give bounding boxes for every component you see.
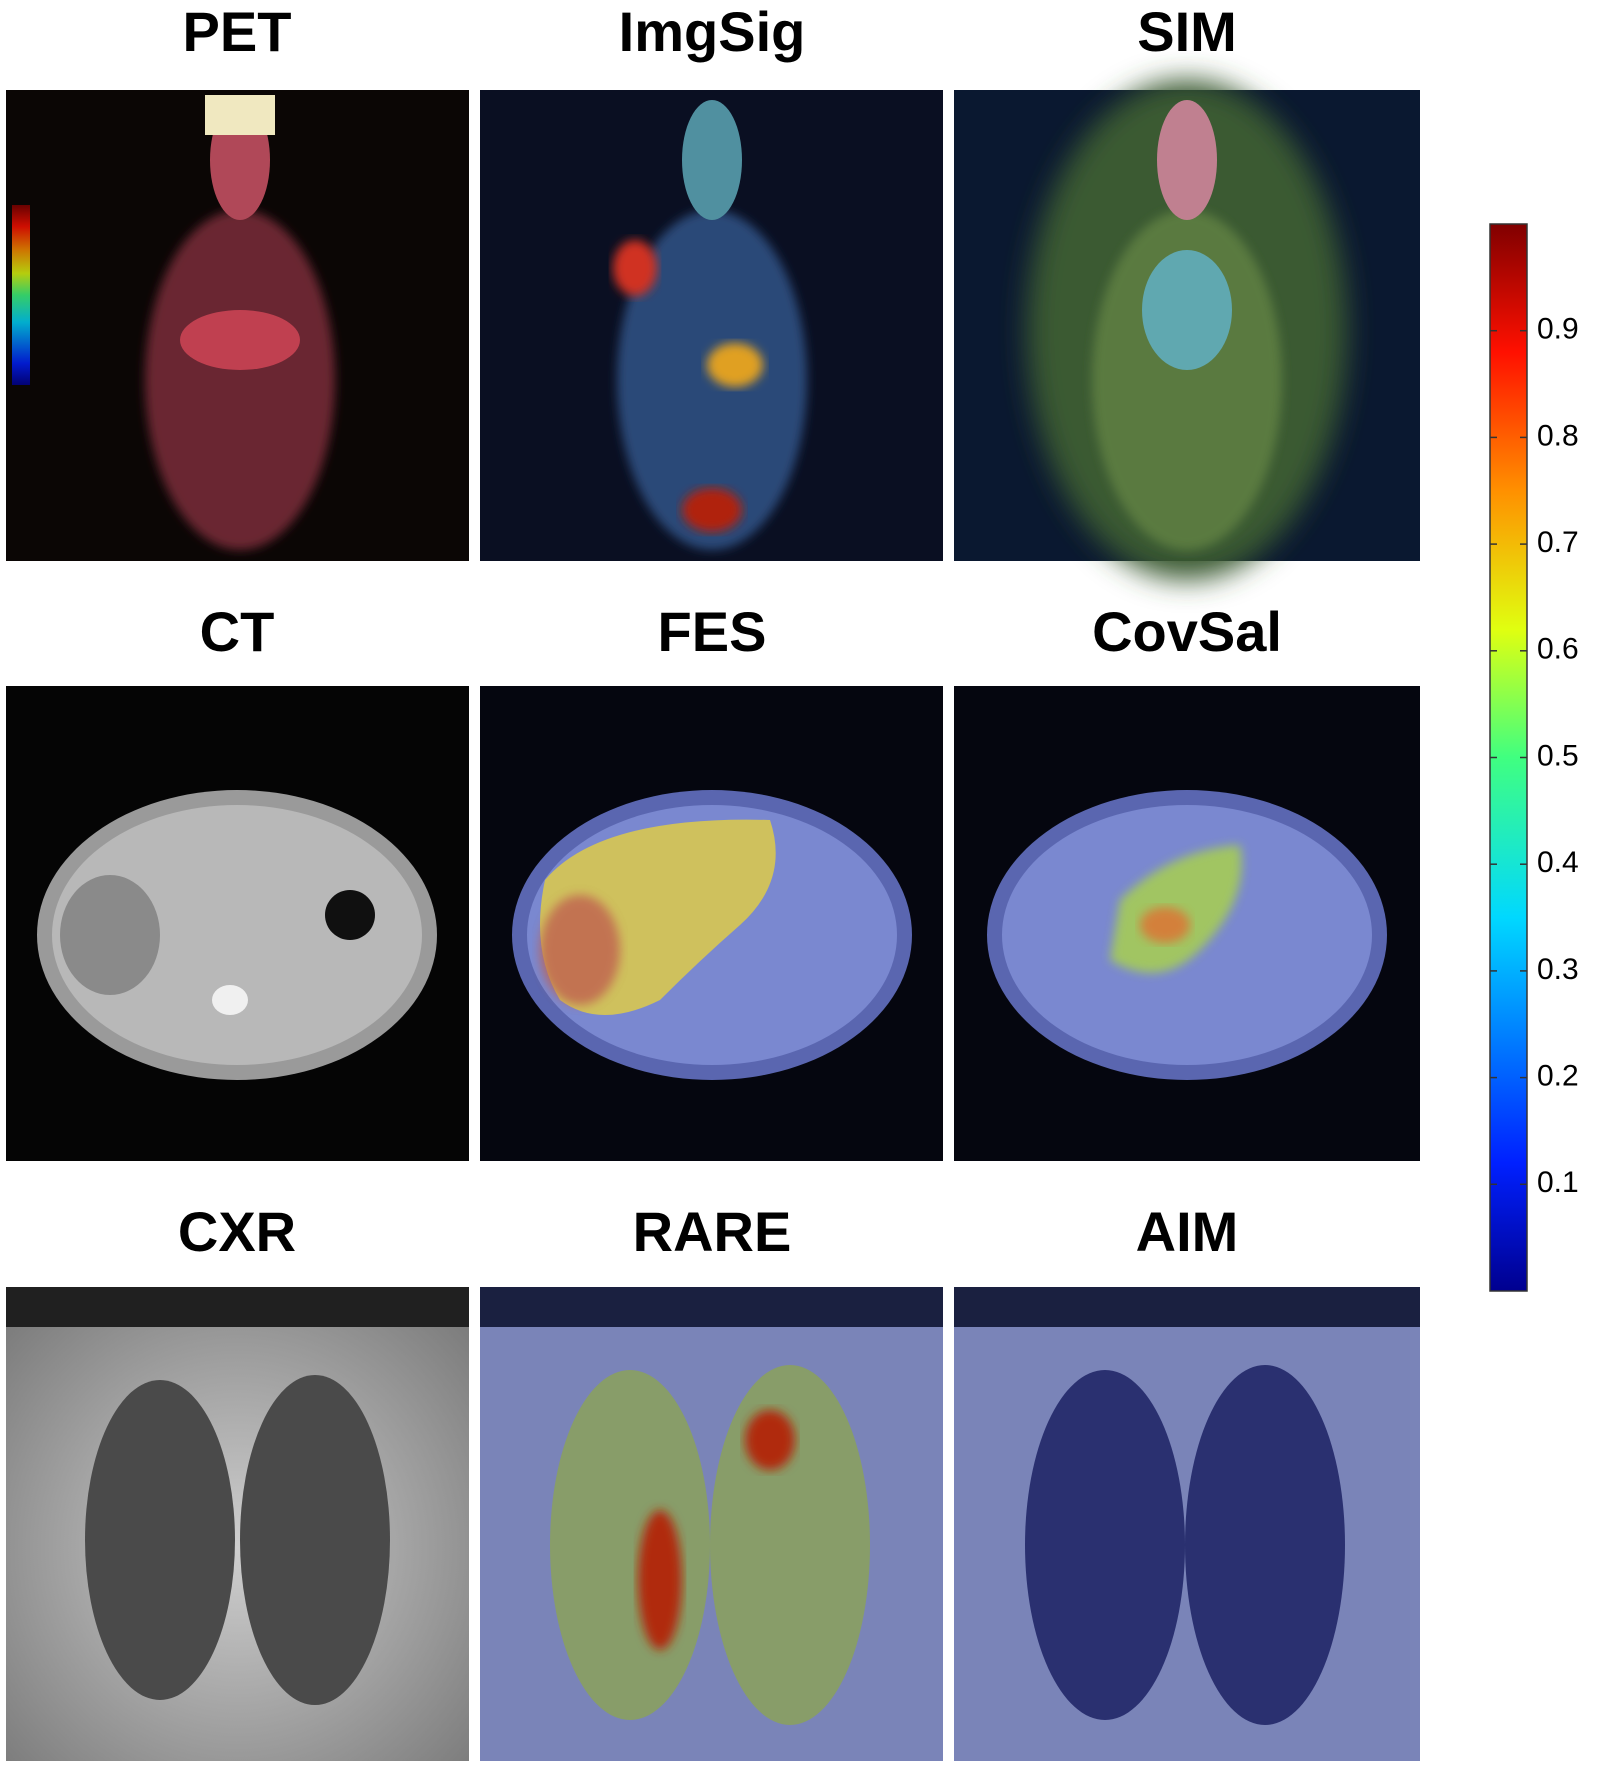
colorbar-tick-label: 0.5 [1537,739,1579,772]
panel-title: CovSal [1092,600,1282,663]
panel-aim-image [954,1287,1420,1761]
panel-title: PET [183,0,292,63]
colorbar-tick-label: 0.4 [1537,846,1579,879]
separators [470,90,954,1761]
panel-covsal-image [954,686,1420,1161]
panel-pet-image [6,90,469,561]
panel-sim-image [954,80,1420,580]
colorbar-tick-label: 0.7 [1537,526,1579,559]
panel-title: AIM [1136,1200,1239,1263]
colorbar-tick-label: 0.3 [1537,953,1579,986]
panel-ct-image [6,686,469,1161]
colorbar-tick-label: 0.2 [1537,1060,1579,1093]
panel-rare-image [480,1287,943,1761]
colorbar-tick-label: 0.8 [1537,419,1579,452]
panel-title: SIM [1137,0,1237,63]
panel-fes-image [480,686,943,1161]
colorbar-tick-label: 0.9 [1537,313,1579,346]
panel-title: FES [658,600,767,663]
panel-title: ImgSig [619,0,806,63]
panel-title: CXR [178,1200,296,1263]
panel-title: CT [200,600,275,663]
panel-title: RARE [633,1200,792,1263]
colorbar-tick-label: 0.1 [1537,1166,1579,1199]
colorbar-tick-label: 0.6 [1537,633,1579,666]
panel-imgsig-image [480,90,943,561]
panel-cxr-image [6,1287,469,1761]
